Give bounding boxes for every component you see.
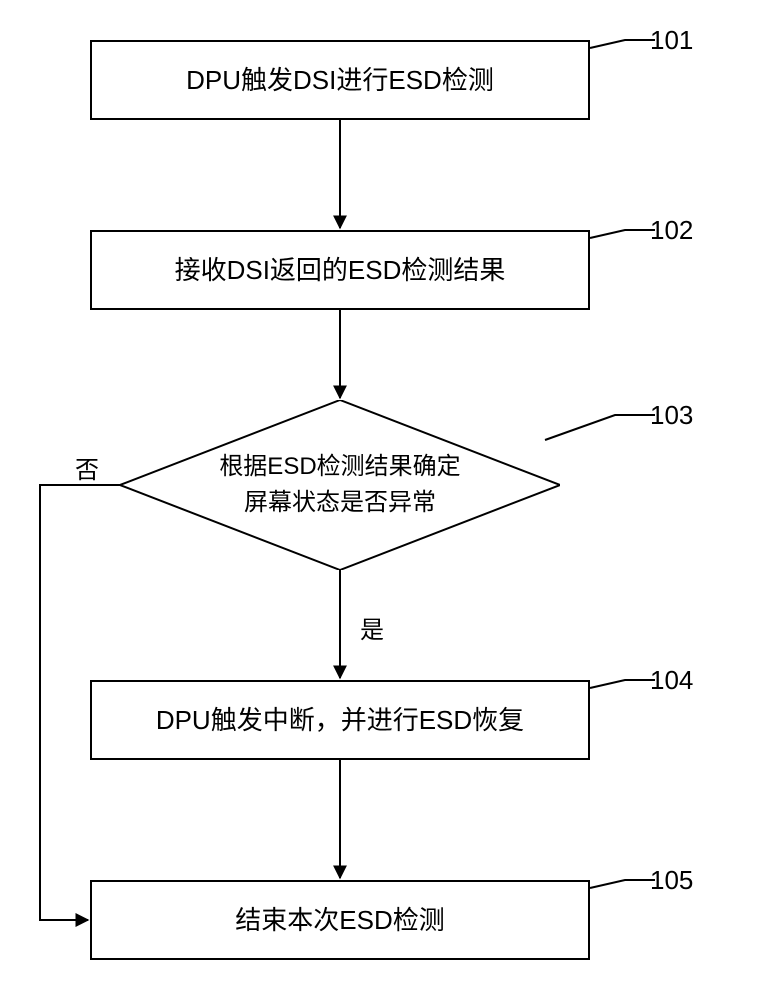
leader-103 [545,415,655,440]
edge-label-no: 否 [75,450,99,485]
node-102: 接收DSI返回的ESD检测结果 [90,230,590,310]
leader-101 [590,40,655,48]
node-101: DPU触发DSI进行ESD检测 [90,40,590,120]
node-104-label: DPU触发中断，并进行ESD恢复 [156,702,524,738]
label-103: 103 [650,400,693,431]
node-103: 根据ESD检测结果确定 屏幕状态是否异常 [120,400,560,570]
node-105-label: 结束本次ESD检测 [235,902,444,938]
node-105: 结束本次ESD检测 [90,880,590,960]
label-105: 105 [650,865,693,896]
leader-102 [590,230,655,238]
label-101: 101 [650,25,693,56]
node-104: DPU触发中断，并进行ESD恢复 [90,680,590,760]
node-103-label: 根据ESD检测结果确定 屏幕状态是否异常 [219,449,460,521]
leader-104 [590,680,655,688]
edge-label-yes: 是 [360,610,384,645]
label-102: 102 [650,215,693,246]
label-104: 104 [650,665,693,696]
flowchart-canvas: DPU触发DSI进行ESD检测 接收DSI返回的ESD检测结果 根据ESD检测结… [0,0,758,1000]
node-101-label: DPU触发DSI进行ESD检测 [186,62,494,98]
node-102-label: 接收DSI返回的ESD检测结果 [175,252,506,288]
leader-105 [590,880,655,888]
